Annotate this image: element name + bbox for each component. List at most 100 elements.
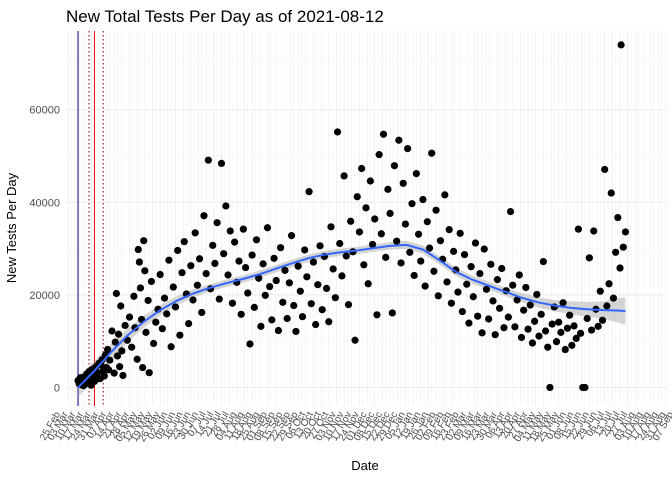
data-point: [246, 340, 254, 348]
data-point: [364, 280, 372, 288]
data-point: [506, 207, 515, 216]
data-point: [454, 288, 462, 296]
data-point: [105, 366, 113, 374]
data-point: [222, 202, 230, 210]
data-point: [316, 242, 324, 250]
data-point: [301, 246, 309, 254]
data-point: [322, 284, 331, 293]
data-point: [576, 329, 585, 337]
data-point: [220, 250, 228, 258]
data-point: [471, 239, 480, 247]
data-point: [504, 313, 512, 321]
data-point: [340, 172, 348, 180]
data-point: [619, 243, 627, 251]
data-point: [283, 314, 291, 323]
data-point: [281, 266, 289, 274]
data-point: [144, 296, 152, 305]
y-tick-label: 20000: [29, 290, 60, 302]
data-point: [482, 285, 491, 293]
data-point: [193, 281, 201, 289]
data-point: [90, 377, 99, 386]
data-point: [390, 162, 399, 170]
data-point: [485, 315, 493, 323]
data-point: [574, 225, 583, 233]
data-point: [399, 179, 407, 187]
data-point: [601, 165, 609, 174]
data-point: [134, 245, 142, 254]
data-point: [204, 156, 212, 164]
data-point: [338, 272, 346, 280]
data-point: [140, 237, 148, 245]
y-axis-ticks: 0 20000 40000 60000: [29, 105, 60, 395]
data-point: [467, 263, 475, 271]
data-point: [327, 223, 335, 231]
data-point: [421, 282, 429, 290]
data-point: [228, 299, 237, 307]
data-point: [174, 246, 182, 255]
data-point: [596, 287, 604, 295]
data-point: [493, 276, 501, 284]
data-point: [616, 264, 624, 272]
data-point: [425, 244, 434, 252]
data-point: [147, 277, 156, 286]
chart-title: New Total Tests Per Day as of 2021-08-12: [66, 7, 384, 26]
data-point: [509, 281, 517, 289]
data-point: [261, 291, 269, 299]
data-point: [248, 251, 256, 259]
data-point: [294, 262, 302, 270]
data-point: [276, 244, 285, 252]
data-point: [244, 289, 252, 297]
data-point: [110, 369, 118, 377]
data-point: [118, 347, 126, 355]
data-point: [590, 227, 598, 235]
data-point: [563, 324, 572, 332]
data-point: [594, 322, 602, 330]
data-point: [434, 292, 442, 300]
data-point: [368, 240, 377, 249]
data-point: [318, 306, 326, 314]
data-point: [274, 326, 283, 335]
data-point: [139, 363, 147, 372]
data-point: [97, 361, 105, 369]
data-point: [491, 331, 499, 339]
data-point: [209, 241, 217, 249]
data-point: [362, 204, 370, 212]
data-point: [515, 271, 523, 279]
data-point: [270, 254, 278, 262]
data-point: [428, 149, 436, 157]
data-point: [165, 256, 173, 264]
data-point: [202, 269, 210, 278]
data-point: [111, 338, 119, 346]
data-point: [141, 267, 149, 275]
data-point: [445, 226, 453, 234]
data-point: [587, 326, 596, 334]
data-point: [104, 345, 112, 354]
data-point: [226, 227, 234, 235]
data-point: [498, 264, 506, 273]
data-point: [572, 334, 580, 343]
data-point: [495, 304, 504, 312]
data-point: [449, 247, 458, 255]
data-point: [513, 296, 521, 304]
data-point: [598, 316, 607, 324]
data-point: [351, 336, 359, 344]
x-axis-title: Date: [351, 458, 378, 473]
data-point: [200, 212, 208, 220]
data-point: [195, 255, 204, 263]
data-point: [213, 219, 221, 227]
data-point: [522, 283, 530, 292]
data-point: [342, 252, 350, 260]
data-point: [180, 238, 188, 246]
data-point: [290, 301, 298, 310]
data-point: [469, 293, 477, 301]
data-point: [478, 329, 486, 337]
data-point: [176, 331, 184, 339]
data-point: [386, 209, 394, 218]
y-axis-title: New Tests Per Day: [4, 172, 19, 283]
y-tick-label: 60000: [29, 105, 60, 117]
data-point: [178, 269, 186, 277]
data-point: [414, 230, 423, 238]
data-point: [198, 308, 206, 317]
data-point: [546, 383, 554, 392]
data-point: [237, 310, 245, 318]
